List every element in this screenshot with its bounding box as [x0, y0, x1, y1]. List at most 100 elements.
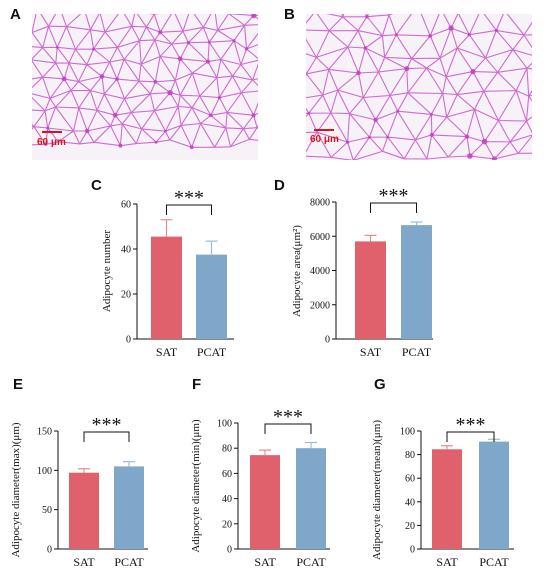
chart-d-category-label: SAT	[360, 345, 382, 359]
micro-a-nucleus	[244, 47, 249, 51]
chart-e-bar-pcat	[114, 466, 144, 549]
chart-e-significance-label: ***	[92, 414, 122, 436]
micro-b-nucleus	[470, 69, 476, 75]
chart-f-y-label: Adipocyte diameter(min)(μm)	[190, 419, 202, 553]
chart-d-y-label: Adipocyte area(μm²)	[291, 225, 303, 317]
chart-f-y-tick-label: 100	[217, 419, 232, 430]
micro-a-cell-membranes	[32, 14, 258, 148]
chart-g-y-tick-label: 0	[410, 545, 415, 556]
chart-f-y-tick-label: 20	[222, 519, 232, 530]
chart-d-bar-pcat	[401, 225, 432, 339]
chart-g-significance-label: ***	[456, 414, 486, 436]
micro-b-nucleus	[429, 112, 433, 116]
chart-e-significance-bracket	[83, 431, 130, 442]
chart-d-significance-label: ***	[379, 185, 409, 207]
chart-g-bar-sat	[432, 449, 462, 549]
chart-c-y-label: Adipocyte number	[101, 230, 113, 313]
micro-a-nucleus	[46, 126, 50, 130]
micro-b-nucleus	[363, 46, 368, 50]
chart-e-y-tick-label: 100	[37, 466, 52, 477]
chart-c-bar-sat	[151, 236, 182, 339]
chart-c-category-label: PCAT	[197, 345, 227, 359]
micro-a-nucleus	[92, 47, 96, 51]
chart-e-y-tick-label: 150	[37, 427, 52, 438]
chart-e-y-label: Adipocyte diameter(max)(μm)	[10, 422, 22, 557]
chart-f-y-tick-label: 0	[227, 545, 232, 556]
chart-d: 0 2000 4000 6000 8000 Adipocyte area(μm²) SAT P…	[291, 185, 433, 359]
micro-a-nucleus	[115, 77, 119, 81]
panel-letter-b: B	[284, 6, 295, 23]
panel-letter-c: C	[91, 177, 102, 194]
chart-d-y-tick-label: 6000	[310, 232, 330, 243]
chart-c-bar-pcat	[196, 254, 227, 339]
micro-b-nucleus	[307, 111, 311, 115]
micro-a-nucleus	[251, 113, 256, 118]
micro-b-nucleus	[429, 132, 434, 137]
micro-b-nucleus	[464, 134, 470, 139]
micro-a-nucleus	[55, 46, 59, 49]
adipocyte-tissue-image-b	[306, 14, 532, 160]
panel-letter-d: D	[274, 177, 285, 194]
chart-c-y-tick-label: 0	[126, 335, 131, 346]
chart-f-bar-sat	[250, 455, 280, 549]
scale-label-b: 60 μm	[310, 134, 339, 145]
chart-c: 0 20 40 60 Adipocyte number SAT PCAT ***	[101, 187, 234, 359]
chart-e-bar-sat	[69, 472, 99, 549]
micro-b-nucleus	[467, 33, 471, 37]
micro-b-nucleus	[481, 138, 488, 145]
chart-f-bar-pcat	[296, 448, 326, 549]
chart-g-y-tick-label: 100	[400, 427, 415, 438]
micro-a-nucleus	[84, 128, 90, 134]
chart-g-y-label: Adipocyte diameter(mean)(μm)	[371, 420, 383, 560]
micro-a-nucleus	[232, 39, 236, 43]
chart-e: 0 50 100 150 Adipocyte diameter(max)(μm) SAT P…	[10, 414, 148, 569]
chart-g-y-tick-label: 80	[405, 450, 415, 461]
micro-a-nucleus	[99, 74, 105, 79]
micro-a-nucleus	[118, 143, 123, 148]
micro-b-nucleus	[368, 135, 371, 139]
micro-a-nucleus	[153, 80, 158, 84]
micro-a-nucleus	[112, 112, 118, 118]
micro-b-nucleus	[404, 66, 410, 72]
micro-b-nucleus	[394, 33, 398, 37]
chart-f-y-tick-label: 80	[222, 444, 232, 455]
chart-g-y-tick-label: 40	[405, 497, 415, 508]
chart-f-significance-label: ***	[273, 406, 303, 428]
micro-b-nucleus	[356, 70, 361, 76]
chart-g-bar-pcat	[479, 441, 509, 549]
chart-e-y-tick-label: 50	[42, 505, 52, 516]
chart-c-y-tick-label: 20	[121, 290, 131, 301]
micro-b-nucleus	[386, 135, 389, 139]
chart-e-y-tick-label: 0	[47, 545, 52, 556]
chart-c-significance-label: ***	[174, 187, 204, 209]
panel-letter-e: E	[13, 376, 24, 393]
chart-e-category-label: PCAT	[114, 555, 144, 569]
chart-g-y-tick-label: 20	[405, 521, 415, 532]
chart-c-y-tick-label: 40	[121, 245, 131, 256]
chart-f-category-label: PCAT	[296, 555, 326, 569]
micro-a-nucleus	[177, 56, 183, 62]
chart-f-significance-bracket	[264, 423, 312, 434]
chart-d-significance-bracket	[370, 202, 417, 213]
scale-label-a: 60 μm	[37, 137, 66, 148]
micro-a-nucleus	[61, 76, 67, 82]
micro-a-nucleus	[205, 59, 211, 64]
micrograph-pcat	[306, 14, 532, 160]
chart-g-significance-bracket	[446, 431, 495, 442]
chart-c-y-tick-label: 60	[121, 200, 131, 211]
micro-b-nucleus	[448, 25, 454, 31]
chart-g-category-label: PCAT	[479, 555, 509, 569]
chart-f-y-tick-label: 60	[222, 469, 232, 480]
panel-letter-a: A	[10, 6, 21, 23]
chart-d-bar-sat	[355, 241, 386, 339]
micro-b-nucleus	[396, 109, 400, 113]
micro-b-nucleus	[494, 28, 498, 32]
chart-d-y-tick-label: 0	[325, 335, 330, 346]
micro-b-nucleus	[428, 34, 433, 38]
micro-b-nucleus	[373, 117, 378, 123]
micro-a-nucleus	[217, 96, 221, 100]
micro-a-nucleus	[209, 113, 213, 118]
micro-b-cell-membranes	[306, 14, 532, 160]
micro-b-nucleus	[365, 15, 369, 19]
